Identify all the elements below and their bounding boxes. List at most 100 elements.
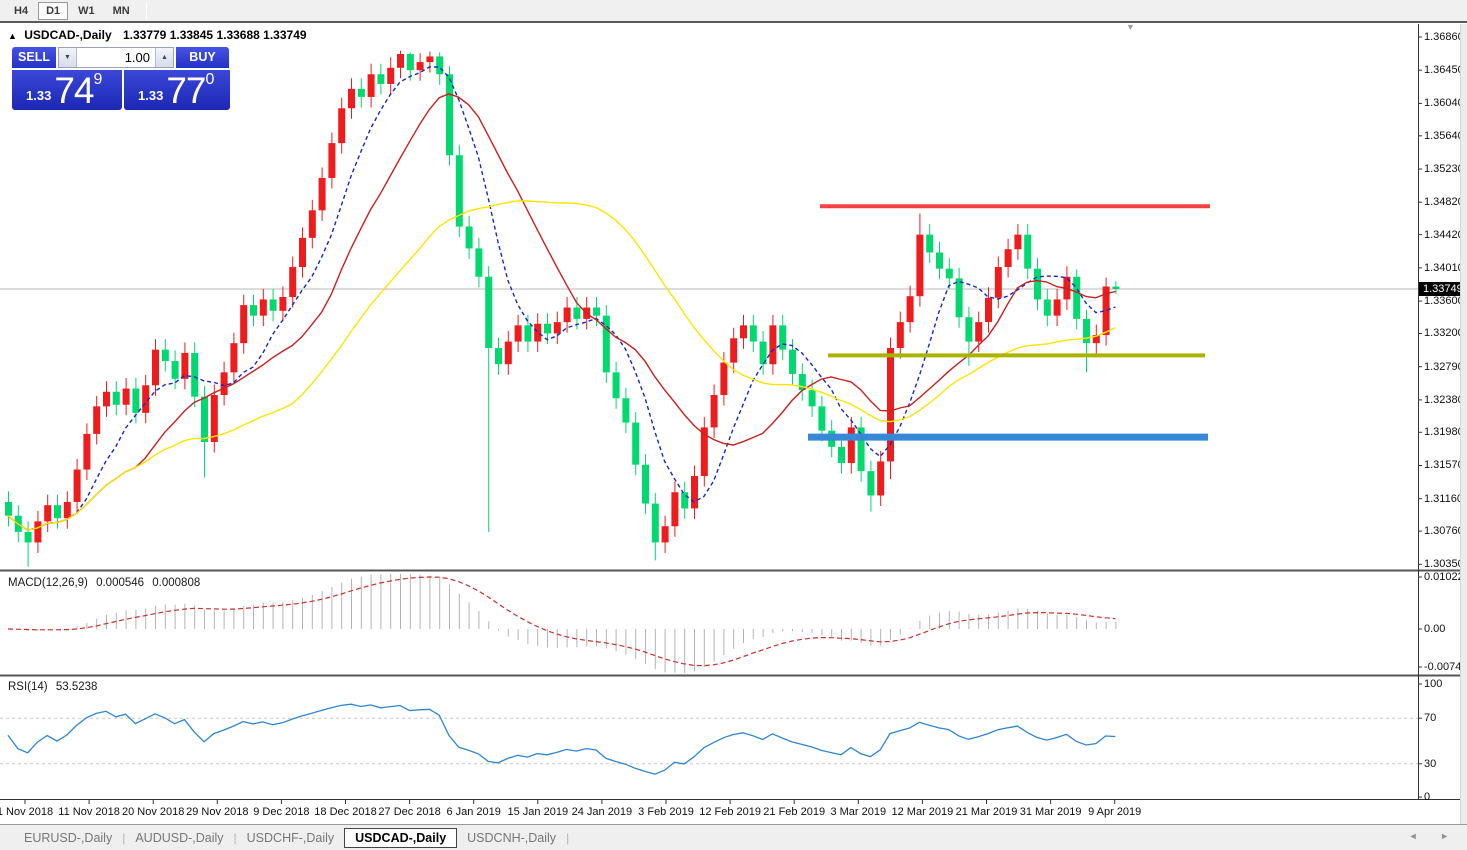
date-tick-label: 12 Feb 2019	[699, 806, 761, 818]
macd-tick-label: 0.00	[1424, 623, 1446, 635]
date-tick-label: 9 Apr 2019	[1088, 806, 1142, 818]
rsi-tick-label: 70	[1424, 712, 1437, 725]
date-tick-label: 21 Mar 2019	[955, 806, 1018, 818]
symbol-tab-audusd[interactable]: AUDUSD-,Daily	[135, 830, 224, 845]
price-tick-label: 1.33600	[1424, 295, 1464, 308]
volume-increase-icon[interactable]: ▲	[155, 48, 173, 67]
moving-average-fast	[7, 66, 1116, 531]
rsi-value: 53.5238	[55, 681, 98, 693]
symbol-tab-eurusd[interactable]: EURUSD-,Daily	[24, 830, 113, 845]
symbol-tab-usdchf[interactable]: USDCHF-,Daily	[246, 830, 335, 845]
chart-title: USDCAD-,Daily	[24, 28, 112, 42]
macd-tick-label: -0.007477	[1424, 661, 1467, 673]
collapse-panel-icon[interactable]: ▲	[8, 31, 17, 41]
date-tick-label: 12 Mar 2019	[891, 806, 954, 818]
symbol-tab-usdcnh[interactable]: USDCNH-,Daily	[467, 830, 557, 845]
ohlc-open: 1.33779	[122, 28, 167, 42]
tab-divider: |	[566, 830, 570, 845]
rsi-tick-label: 0	[1424, 791, 1431, 803]
toolbar-separator	[145, 1, 147, 20]
buy-quote-panel[interactable]: 1.33 77 0	[124, 70, 230, 110]
date-tick-label: 24 Jan 2019	[571, 806, 633, 818]
ohlc-close: 1.33749	[263, 28, 307, 42]
rsi-tick-label: 100	[1424, 678, 1443, 690]
buy-price-prefix: 1.33	[138, 88, 164, 103]
price-tick-label: 1.35230	[1424, 163, 1464, 176]
date-tick-label: 3 Feb 2019	[638, 806, 694, 818]
tab-scroll-right-icon[interactable]: ►	[1440, 831, 1459, 841]
volume-input[interactable]	[77, 48, 155, 67]
chart-shift-marker-icon[interactable]: ▼	[1126, 22, 1135, 32]
date-tick-label: 1 Nov 2018	[0, 806, 54, 818]
price-tick-label: 1.34820	[1424, 196, 1464, 209]
moving-average-mid	[7, 93, 1116, 531]
timeframe-tab-d1[interactable]: D1	[38, 1, 69, 20]
macd-histogram	[17, 574, 1117, 673]
price-tick-label: 1.34420	[1424, 228, 1464, 241]
price-tick-label: 1.32790	[1424, 360, 1464, 373]
one-click-trading-panel: SELL ▼ ▲ BUY 1.33 74 9 1.33 77 0	[12, 47, 232, 110]
price-tick-label: 1.31980	[1424, 426, 1464, 439]
date-tick-label: 6 Jan 2019	[446, 806, 501, 818]
rsi-name: RSI(14)	[8, 681, 48, 693]
price-tick-label: 1.36040	[1424, 97, 1464, 110]
date-tick-label: 27 Dec 2018	[378, 806, 441, 818]
ohlc-low: 1.33688	[216, 28, 260, 42]
macd-signal-value: 0.000808	[152, 577, 201, 589]
sell-price-digits: 74	[54, 70, 94, 111]
price-tick-label: 1.36860	[1424, 31, 1464, 43]
timeframe-tab-h4[interactable]: H4	[14, 4, 29, 17]
macd-main-value: 0.000546	[96, 577, 145, 589]
date-tick-label: 20 Nov 2018	[121, 806, 185, 818]
buy-button[interactable]: BUY	[176, 47, 229, 68]
macd-signal-line	[7, 576, 1116, 667]
date-tick-label: 29 Nov 2018	[186, 806, 249, 818]
tab-scroll-left-icon[interactable]: ◄	[1408, 831, 1428, 841]
macd-label: MACD(12,26,9) 0.000546 0.000808	[8, 577, 205, 589]
timeframe-tabs: H4 D1 W1 MN	[6, 1, 140, 20]
chart-header: ▲ USDCAD-,Daily 1.33779 1.33845 1.33688 …	[8, 28, 307, 42]
volume-decrease-icon[interactable]: ▼	[59, 48, 77, 67]
price-tick-label: 1.34010	[1424, 261, 1464, 274]
date-tick-label: 21 Feb 2019	[763, 806, 826, 818]
buy-price-pipette: 0	[205, 71, 215, 88]
tab-divider: |	[122, 830, 126, 845]
price-tick-label: 1.35640	[1424, 129, 1464, 142]
sell-quote-panel[interactable]: 1.33 74 9	[12, 70, 122, 110]
buy-price-digits: 77	[166, 70, 206, 111]
timeframe-toolbar: H4 D1 W1 MN	[0, 0, 1467, 23]
moving-average-slow	[7, 200, 1116, 531]
date-tick-label: 11 Nov 2018	[58, 806, 120, 818]
date-tick-label: 9 Dec 2018	[253, 806, 310, 818]
symbol-tab-usdcad[interactable]: USDCAD-,Daily	[344, 827, 458, 848]
price-tick-label: 1.31160	[1424, 492, 1463, 505]
right-scroll-strip[interactable]	[1460, 24, 1467, 824]
current-price-badge: 1.33749	[1419, 281, 1466, 296]
date-tick-label: 15 Jan 2019	[507, 806, 569, 818]
rsi-label: RSI(14) 53.5238	[8, 681, 102, 693]
price-tick-label: 1.30760	[1424, 525, 1464, 538]
price-tick-label: 1.33200	[1424, 327, 1464, 340]
price-tick-label: 1.31570	[1424, 459, 1464, 472]
sell-price-pipette: 9	[93, 71, 103, 88]
candlestick-series	[5, 50, 1120, 567]
rsi-line	[7, 703, 1116, 775]
tab-divider: |	[233, 830, 237, 845]
timeframe-tab-w1[interactable]: W1	[78, 4, 95, 17]
date-tick-label: 18 Dec 2018	[314, 806, 377, 818]
date-tick-label: 3 Mar 2019	[830, 806, 887, 818]
sell-price-prefix: 1.33	[26, 88, 52, 103]
tab-scroll-arrows: ◄ ►	[1409, 831, 1459, 841]
price-tick-label: 1.32380	[1424, 393, 1464, 406]
symbol-tabs: EURUSD-,Daily | AUDUSD-,Daily | USDCHF-,Dail…	[14, 827, 570, 848]
macd-tick-label: 0.010229	[1424, 570, 1467, 583]
macd-name: MACD(12,26,9)	[8, 577, 88, 589]
price-tick-label: 1.36450	[1424, 64, 1464, 77]
date-tick-label: 31 Mar 2019	[1019, 806, 1082, 818]
volume-stepper: ▼ ▲	[58, 47, 174, 68]
symbol-tab-bar: EURUSD-,Daily | AUDUSD-,Daily | USDCHF-,Dail…	[0, 824, 1467, 850]
sell-button[interactable]: SELL	[12, 47, 56, 68]
timeframe-tab-mn[interactable]: MN	[112, 4, 130, 17]
